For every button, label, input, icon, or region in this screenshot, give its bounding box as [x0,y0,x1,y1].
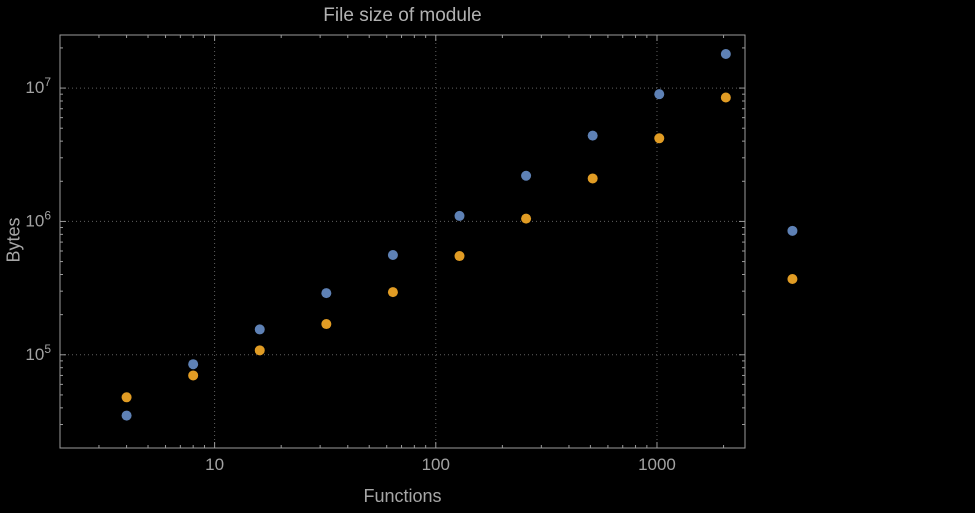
data-point-series-orange [387,287,398,298]
plot-frame [59,34,746,449]
data-point-series-orange [321,319,332,330]
x-axis-label: Functions [363,486,442,506]
data-point-series-blue [321,288,332,299]
data-point-series-blue [454,210,465,221]
data-point-series-blue [587,130,598,141]
data-point-series-orange [254,345,265,356]
data-point-series-blue [254,324,265,335]
data-point-series-orange [521,213,532,224]
data-point-series-orange [188,370,199,381]
data-point-series-orange [654,133,665,144]
data-point-series-blue [720,49,731,60]
data-point-series-orange [454,251,465,262]
data-point-series-orange [121,392,132,403]
y-tick-label: 105 [25,342,51,364]
data-point-series-blue [521,170,532,181]
data-point-series-blue [654,89,665,100]
data-point-series-blue [188,359,199,370]
data-point-series-blue [787,225,798,236]
data-point-series-orange [587,173,598,184]
x-tick-label: 1000 [638,455,676,474]
data-point-series-blue [121,410,132,421]
x-tick-label: 10 [205,455,224,474]
data-point-series-orange [720,92,731,103]
y-tick-label: 106 [25,208,51,230]
data-point-series-orange [787,274,798,285]
chart-title: File size of module [323,5,482,26]
y-tick-label: 107 [25,75,51,97]
data-point-series-blue [387,250,398,261]
x-tick-label: 100 [422,455,450,474]
